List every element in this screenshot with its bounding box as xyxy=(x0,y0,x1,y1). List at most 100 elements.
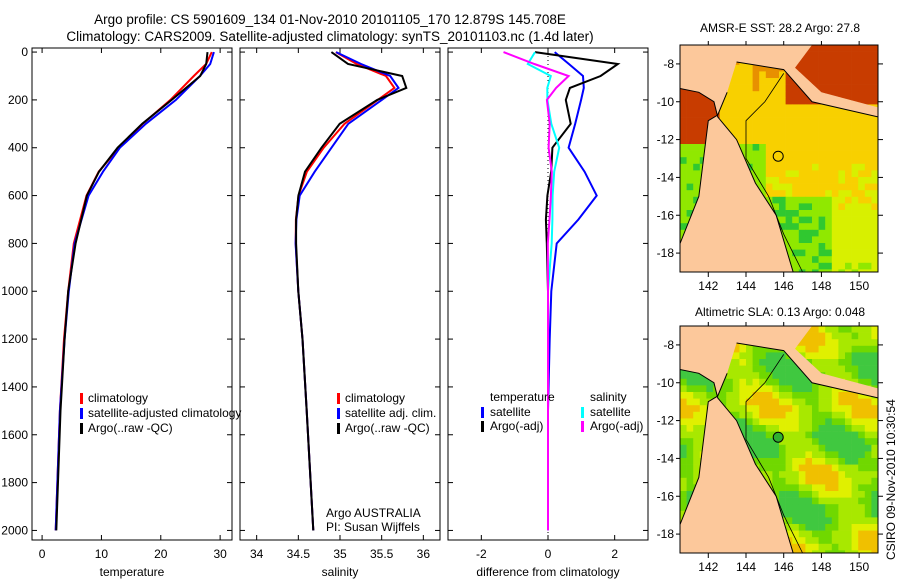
y-tick-label: -12 xyxy=(657,414,675,428)
map-cell xyxy=(785,398,793,406)
map-cell xyxy=(805,124,813,132)
map-cell xyxy=(752,438,760,446)
map-cell xyxy=(759,444,767,452)
map-cell xyxy=(752,425,760,432)
map-cell xyxy=(871,229,878,237)
map-cell xyxy=(792,190,800,198)
map-cell xyxy=(779,464,786,472)
map-cell xyxy=(699,130,707,138)
map-cell xyxy=(732,124,740,132)
map-cell xyxy=(838,203,846,211)
map-cell xyxy=(864,517,872,525)
map-cell xyxy=(680,216,687,224)
map-cell xyxy=(845,418,852,426)
map-cell xyxy=(680,405,687,413)
map-cell xyxy=(851,464,859,472)
map-cell xyxy=(752,365,760,373)
map-cell xyxy=(798,425,806,432)
map-cell xyxy=(858,444,866,452)
map-cell xyxy=(825,104,833,112)
y-tick-label: 200 xyxy=(8,93,28,107)
map-cell xyxy=(871,144,878,151)
map-cell xyxy=(845,163,852,171)
map-cell xyxy=(779,104,786,112)
map-cell xyxy=(693,425,701,432)
map-cell xyxy=(871,530,878,538)
map-cell xyxy=(772,398,780,406)
map-cell xyxy=(864,339,872,347)
map-cell xyxy=(746,398,753,406)
map-cell xyxy=(864,477,872,485)
map-cell xyxy=(798,398,806,406)
map-cell xyxy=(825,550,833,553)
map-cell xyxy=(825,269,833,273)
map-cell xyxy=(845,58,852,66)
map-cell xyxy=(746,431,753,439)
map-cell xyxy=(792,517,800,525)
map-cell xyxy=(798,111,806,118)
map-cell xyxy=(838,464,846,472)
map-cell xyxy=(818,543,826,551)
map-cell xyxy=(838,543,846,551)
map-cell xyxy=(825,243,833,250)
map-cell xyxy=(818,339,826,347)
map-cell xyxy=(693,378,701,386)
map-cell xyxy=(693,438,701,446)
x-tick-label: 150 xyxy=(849,560,869,574)
map-cell xyxy=(785,392,793,399)
map-cell xyxy=(686,464,694,472)
map-cell xyxy=(706,378,714,386)
map-cell xyxy=(831,216,839,224)
map-cell xyxy=(779,124,786,132)
map-cell xyxy=(765,365,773,373)
map-cell xyxy=(864,249,872,257)
map-cell xyxy=(699,385,707,393)
map-cell xyxy=(805,236,813,244)
map-cell xyxy=(680,458,687,465)
map-cell xyxy=(680,392,687,399)
map-cell xyxy=(798,385,806,393)
map-cell xyxy=(726,385,734,393)
map-cell xyxy=(726,104,734,112)
map-cell xyxy=(739,124,747,132)
map-cell xyxy=(805,51,813,59)
map-cell xyxy=(699,137,707,145)
map-cell xyxy=(831,229,839,237)
map-cell xyxy=(680,444,687,452)
map-cell xyxy=(785,372,793,380)
map-cell xyxy=(845,464,852,472)
map-cell xyxy=(858,504,866,512)
map-cell xyxy=(845,550,852,553)
map-cell xyxy=(798,124,806,132)
map-cell xyxy=(864,97,872,105)
map-cell xyxy=(752,392,760,399)
map-cell xyxy=(845,51,852,59)
map-cell xyxy=(845,170,852,178)
series-line-satellite-adj-clim- xyxy=(294,51,400,531)
map-cell xyxy=(798,196,806,204)
map-cell xyxy=(785,458,793,465)
map-cell xyxy=(785,510,793,518)
map-cell xyxy=(779,137,786,145)
map-cell xyxy=(871,398,878,406)
map-cell xyxy=(798,418,806,426)
map-cell xyxy=(838,458,846,465)
map-cell xyxy=(759,97,767,105)
map-cell xyxy=(765,104,773,112)
map-cell xyxy=(812,392,819,399)
map-cell xyxy=(759,150,767,158)
map-cell xyxy=(858,451,866,459)
map-cell xyxy=(752,431,760,439)
map-cell xyxy=(858,332,866,340)
map-cell xyxy=(812,425,819,432)
map-cell xyxy=(785,196,793,204)
map-cell xyxy=(864,183,872,191)
map-cell xyxy=(752,451,760,459)
map-cell xyxy=(864,243,872,250)
map-cell xyxy=(798,530,806,538)
map-cell xyxy=(765,418,773,426)
map-cell xyxy=(831,177,839,184)
map-cell xyxy=(798,517,806,525)
map-cell xyxy=(831,418,839,426)
map-cell xyxy=(772,163,780,171)
